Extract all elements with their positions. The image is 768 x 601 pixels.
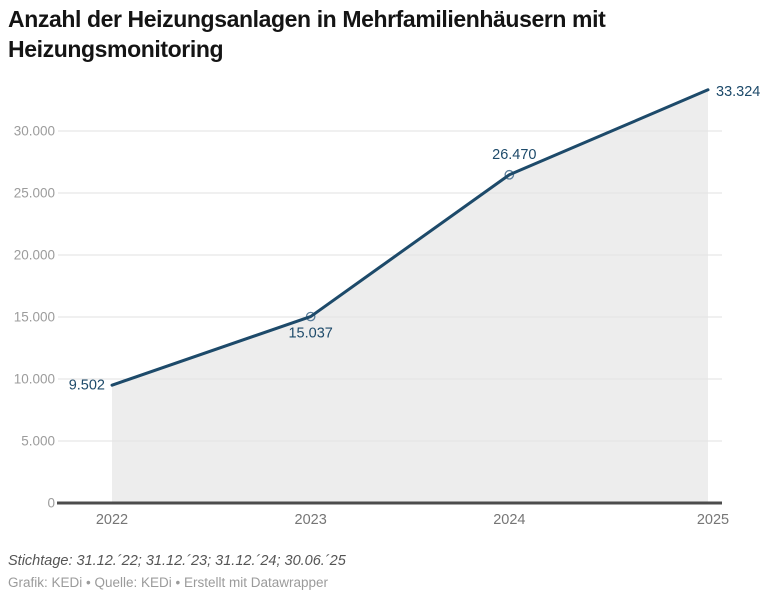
- y-tick-label: 0: [47, 496, 55, 511]
- chart-title: Anzahl der Heizungsanlagen in Mehrfamili…: [8, 6, 606, 62]
- value-label: 33.324: [716, 84, 760, 100]
- chart-notes: Stichtage: 31.12.´22; 31.12.´23; 31.12.´…: [8, 553, 346, 569]
- value-label: 26.470: [492, 147, 536, 163]
- y-tick-label: 5.000: [21, 434, 55, 449]
- x-tick-label: 2025: [697, 512, 729, 528]
- chart-byline: Grafik: KEDi • Quelle: KEDi • Erstellt m…: [8, 575, 329, 590]
- y-tick-label: 25.000: [14, 186, 55, 201]
- line-chart: 0 5.000 10.000 15.000 20.000 25.000 30.000 9.50…: [14, 84, 761, 528]
- x-tick-label: 2023: [295, 512, 327, 528]
- y-tick-label: 20.000: [14, 248, 55, 263]
- value-label: 15.037: [288, 326, 332, 342]
- value-label: 9.502: [69, 378, 105, 394]
- y-tick-label: 15.000: [14, 310, 55, 325]
- data-line: [110, 88, 710, 387]
- x-tick-label: 2024: [493, 512, 525, 528]
- x-tick-label: 2022: [96, 512, 128, 528]
- y-tick-label: 30.000: [14, 124, 55, 139]
- y-tick-label: 10.000: [14, 372, 55, 387]
- data-point-marker: [504, 169, 515, 180]
